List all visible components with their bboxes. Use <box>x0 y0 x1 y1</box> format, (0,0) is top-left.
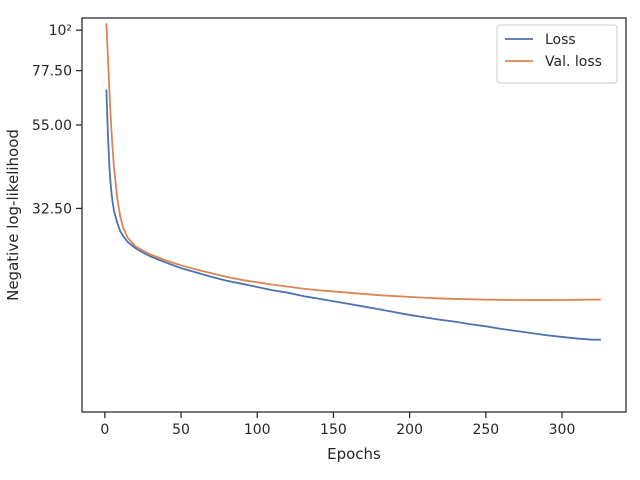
y-tick-label: 10² <box>49 23 72 39</box>
legend-label: Val. loss <box>545 54 602 70</box>
x-tick-label: 100 <box>244 422 271 438</box>
y-axis-label: Negative log-likelihood <box>4 129 22 301</box>
series-line-1 <box>105 23 601 301</box>
y-tick-label: 32.50 <box>32 201 72 217</box>
legend-label: Loss <box>545 32 576 48</box>
x-tick-label: 300 <box>549 422 576 438</box>
axes: 0 50 100 150 200 250 300 32.50 55.00 77.50 10² <box>32 17 627 438</box>
x-tick-label: 0 <box>100 422 109 438</box>
series-line-0 <box>105 89 601 341</box>
x-tick-label: 200 <box>396 422 423 438</box>
plot-frame <box>81 17 627 413</box>
x-tick-label: 50 <box>172 422 190 438</box>
legend: Loss Val. loss <box>496 24 618 84</box>
x-tick-label: 150 <box>320 422 347 438</box>
y-tick-label: 77.50 <box>32 64 72 80</box>
y-tick-label: 55.00 <box>32 118 72 134</box>
plot-area <box>105 23 601 341</box>
x-axis-label: Epochs <box>327 445 381 463</box>
x-tick-label: 250 <box>472 422 499 438</box>
